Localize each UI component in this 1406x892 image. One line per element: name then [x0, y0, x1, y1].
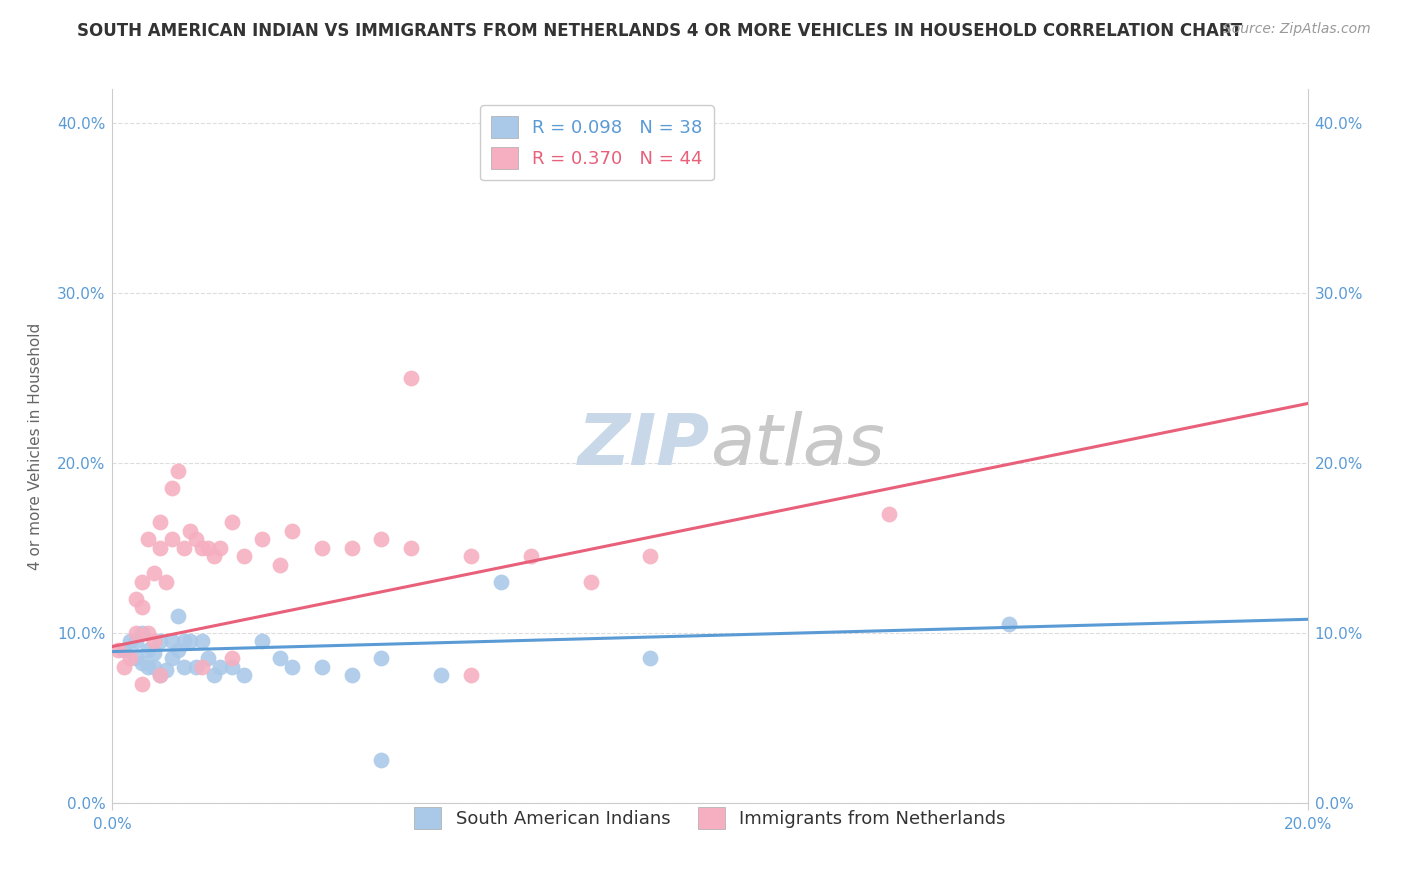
Point [173, 660, 195, 674]
Point [401, 541, 423, 555]
Text: ZIP: ZIP [578, 411, 710, 481]
Point [460, 668, 482, 682]
Point [149, 668, 172, 682]
Point [370, 753, 392, 767]
Point [269, 651, 291, 665]
Point [131, 626, 153, 640]
Point [370, 651, 392, 665]
Point [340, 668, 363, 682]
Point [269, 558, 291, 572]
Point [162, 533, 183, 547]
Point [179, 634, 201, 648]
Point [520, 549, 543, 564]
Point [579, 574, 602, 589]
Point [311, 541, 333, 555]
Point [191, 660, 214, 674]
Point [209, 660, 232, 674]
Point [179, 524, 201, 538]
Point [221, 516, 243, 530]
Point [138, 626, 160, 640]
Point [173, 634, 195, 648]
Point [191, 541, 214, 555]
Point [167, 608, 190, 623]
Point [197, 651, 219, 665]
Point [233, 549, 256, 564]
Point [138, 643, 160, 657]
Point [340, 541, 363, 555]
Point [640, 549, 662, 564]
Point [143, 634, 166, 648]
Point [162, 651, 183, 665]
Point [107, 643, 129, 657]
Point [143, 660, 166, 674]
Point [131, 600, 153, 615]
Point [138, 660, 160, 674]
Point [311, 660, 333, 674]
Point [149, 516, 172, 530]
Point [221, 660, 243, 674]
Point [281, 660, 304, 674]
Text: Source: ZipAtlas.com: Source: ZipAtlas.com [1223, 22, 1371, 37]
Point [281, 524, 304, 538]
Point [167, 643, 190, 657]
Point [143, 646, 166, 660]
Point [489, 574, 512, 589]
Point [250, 634, 273, 648]
Point [430, 668, 453, 682]
Point [640, 651, 662, 665]
Legend: South American Indians, Immigrants from Netherlands: South American Indians, Immigrants from … [408, 800, 1012, 837]
Point [149, 668, 172, 682]
Text: SOUTH AMERICAN INDIAN VS IMMIGRANTS FROM NETHERLANDS 4 OR MORE VEHICLES IN HOUSE: SOUTH AMERICAN INDIAN VS IMMIGRANTS FROM… [77, 22, 1243, 40]
Point [460, 549, 482, 564]
Point [998, 617, 1021, 632]
Point [131, 657, 153, 671]
Point [149, 541, 172, 555]
Point [138, 533, 160, 547]
Point [401, 371, 423, 385]
Point [250, 533, 273, 547]
Point [114, 643, 135, 657]
Point [173, 541, 195, 555]
Point [233, 668, 256, 682]
Y-axis label: 4 or more Vehicles in Household: 4 or more Vehicles in Household [28, 322, 44, 570]
Text: atlas: atlas [710, 411, 884, 481]
Point [186, 660, 208, 674]
Point [155, 663, 177, 677]
Point [114, 660, 135, 674]
Point [131, 574, 153, 589]
Point [197, 541, 219, 555]
Point [120, 651, 142, 665]
Point [125, 591, 148, 606]
Point [167, 465, 190, 479]
Point [125, 634, 148, 648]
Point [186, 533, 208, 547]
Point [162, 482, 183, 496]
Point [131, 677, 153, 691]
Point [149, 634, 172, 648]
Point [191, 634, 214, 648]
Point [879, 507, 901, 521]
Point [162, 634, 183, 648]
Point [370, 533, 392, 547]
Point [221, 651, 243, 665]
Point [202, 668, 225, 682]
Point [120, 634, 142, 648]
Point [209, 541, 232, 555]
Point [202, 549, 225, 564]
Point [143, 566, 166, 581]
Point [125, 626, 148, 640]
Point [155, 574, 177, 589]
Point [125, 651, 148, 665]
